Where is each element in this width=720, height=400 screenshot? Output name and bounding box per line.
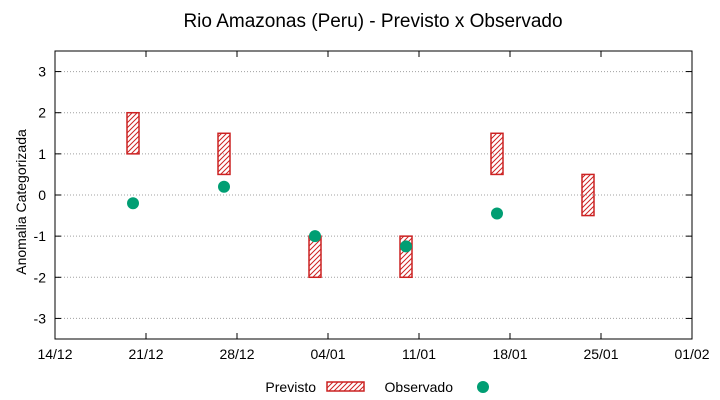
legend-swatch-previsto xyxy=(326,381,365,392)
observado-point xyxy=(309,230,321,243)
legend: Previsto Observado xyxy=(265,379,489,395)
legend-label-previsto: Previsto xyxy=(265,379,316,395)
x-tick-label: 11/01 xyxy=(402,346,436,362)
x-tick-label: 21/12 xyxy=(128,346,163,362)
observado-point xyxy=(218,180,230,193)
x-tick-label: 18/01 xyxy=(492,346,527,362)
chart-title: Rio Amazonas (Peru) - Previsto x Observa… xyxy=(183,11,562,32)
x-tick-label: 01/02 xyxy=(674,346,709,362)
y-tick-label: 2 xyxy=(38,105,46,121)
previsto-range-box xyxy=(308,235,322,279)
y-tick-label: 1 xyxy=(38,146,46,162)
previsto-range-box xyxy=(490,132,504,176)
y-tick-label: 0 xyxy=(38,187,46,203)
x-tick-label: 04/01 xyxy=(310,346,345,362)
previsto-range-box xyxy=(126,111,140,155)
legend-label-observado: Observado xyxy=(385,379,454,395)
axis-ticks: 3 2 1 0 -1 -2 -3 14/12 21/12 28/12 04/01 11/01 18/01… xyxy=(34,51,710,362)
previsto-range-box xyxy=(217,132,231,176)
plot-area xyxy=(126,111,595,279)
x-tick-label: 25/01 xyxy=(583,346,618,362)
x-tick-label: 14/12 xyxy=(37,346,72,362)
y-tick-label: -3 xyxy=(34,310,47,326)
y-tick-label: 3 xyxy=(38,64,46,80)
grid-lines xyxy=(55,71,692,319)
observado-point xyxy=(400,240,412,253)
observado-point xyxy=(127,197,139,210)
legend-swatch-observado xyxy=(477,381,489,393)
y-tick-label: -2 xyxy=(34,269,47,285)
y-axis-label: Anomalia Categorizada xyxy=(13,129,29,275)
previsto-range-box xyxy=(581,173,595,217)
y-tick-label: -1 xyxy=(34,228,47,244)
x-tick-label: 28/12 xyxy=(219,346,254,362)
observado-point xyxy=(491,207,503,220)
